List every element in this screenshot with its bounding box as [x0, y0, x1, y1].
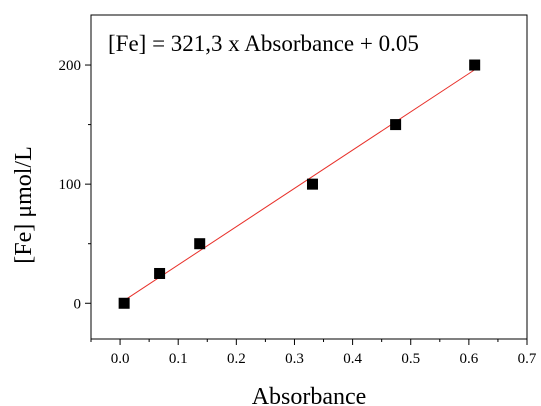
regression-line: [123, 69, 475, 301]
equation-annotation: [Fe] = 321,3 x Absorbance + 0.05: [108, 31, 419, 56]
data-point: [306, 178, 318, 190]
y-tick-label: 0: [74, 296, 82, 312]
y-tick-label: 200: [59, 58, 82, 74]
y-axis-ticks: 0 100 200: [59, 58, 91, 312]
x-tick-label: 0.2: [227, 351, 246, 367]
y-axis-title: [Fe] μmol/L: [11, 146, 37, 264]
x-tick-label: 0.3: [285, 351, 304, 367]
x-tick-label: 0.0: [111, 351, 130, 367]
y-tick-label: 100: [59, 177, 82, 193]
data-point: [390, 119, 402, 131]
x-tick-label: 0.4: [343, 351, 362, 367]
data-point: [118, 297, 130, 309]
data-points: [118, 59, 481, 309]
regression-line-group: [123, 69, 475, 301]
data-point: [469, 59, 481, 71]
data-point: [194, 238, 206, 250]
x-axis-ticks: 0.0 0.1 0.2 0.3 0.4 0.5 0.6 0.7: [90, 339, 537, 367]
data-point: [154, 267, 166, 279]
x-axis-title: Absorbance: [252, 384, 367, 406]
plot-frame: [90, 14, 528, 340]
x-tick-label: 0.7: [518, 351, 537, 367]
x-tick-label: 0.5: [401, 351, 420, 367]
x-tick-label: 0.6: [459, 351, 478, 367]
x-tick-label: 0.1: [169, 351, 188, 367]
